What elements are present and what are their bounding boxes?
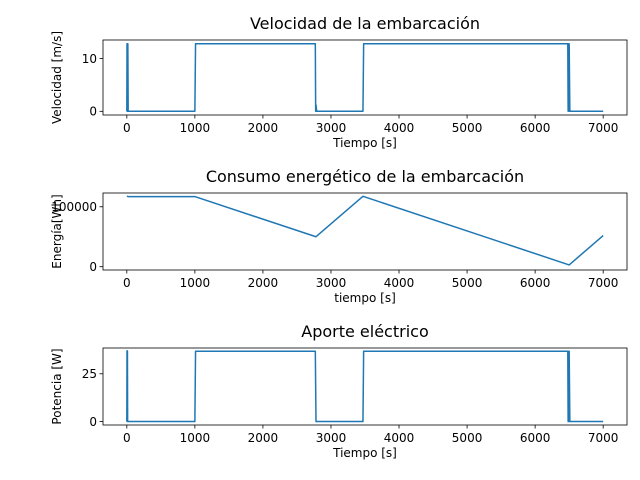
x-tick-label: 7000 bbox=[588, 431, 619, 445]
x-tick-label: 7000 bbox=[588, 121, 619, 135]
x-tick-label: 5000 bbox=[452, 431, 483, 445]
axes-frame bbox=[102, 192, 628, 271]
y-tick-label: 25 bbox=[82, 367, 97, 381]
y-axis-label: Potencia [W] bbox=[50, 348, 64, 424]
y-tick-label: 100000 bbox=[51, 200, 97, 214]
chart-title: Velocidad de la embarcación bbox=[250, 14, 480, 33]
x-tick-label: 4000 bbox=[384, 431, 415, 445]
x-tick-label: 4000 bbox=[384, 276, 415, 290]
chart-title: Aporte eléctrico bbox=[301, 322, 428, 341]
x-axis-label: Tiempo [s] bbox=[332, 136, 397, 150]
x-tick-label: 5000 bbox=[452, 121, 483, 135]
x-tick-label: 0 bbox=[123, 276, 131, 290]
x-axis-label: Tiempo [s] bbox=[332, 446, 397, 460]
x-tick-label: 2000 bbox=[248, 431, 279, 445]
axes-frame bbox=[102, 39, 628, 116]
x-tick-label: 6000 bbox=[520, 121, 551, 135]
subplot-1: 0 1000 2000 3000 4000 5000 6000 7000 0 10 Velocida… bbox=[50, 14, 628, 150]
x-tick-label: 1000 bbox=[180, 431, 211, 445]
x-tick-label: 0 bbox=[123, 431, 131, 445]
y-tick-label: 0 bbox=[89, 415, 97, 429]
subplot-2: 0 1000 2000 3000 4000 5000 6000 7000 0 100000 Cons… bbox=[50, 167, 628, 305]
subplot-3: 0 1000 2000 3000 4000 5000 6000 7000 0 25 Aporte e… bbox=[50, 322, 628, 460]
x-tick-label: 6000 bbox=[520, 431, 551, 445]
y-axis-label: Velocidad [m/s] bbox=[50, 31, 64, 124]
y-tick-label: 10 bbox=[82, 52, 97, 66]
y-tick-label: 0 bbox=[89, 260, 97, 274]
x-tick-label: 1000 bbox=[180, 276, 211, 290]
series-line-1 bbox=[126, 195, 604, 266]
series-line-1 bbox=[126, 350, 604, 423]
x-tick-label: 2000 bbox=[248, 276, 279, 290]
x-tick-label: 5000 bbox=[452, 276, 483, 290]
x-tick-label: 4000 bbox=[384, 121, 415, 135]
y-axis-label: Energía[Wh] bbox=[50, 194, 64, 268]
axes-frame bbox=[102, 347, 628, 426]
x-tick-label: 3000 bbox=[316, 276, 347, 290]
y-tick-label: 0 bbox=[89, 105, 97, 119]
chart-title: Consumo energético de la embarcación bbox=[206, 167, 524, 186]
series-line-1 bbox=[126, 42, 604, 113]
x-axis-label: tiempo [s] bbox=[334, 291, 396, 305]
x-tick-label: 2000 bbox=[248, 121, 279, 135]
x-tick-label: 3000 bbox=[316, 431, 347, 445]
x-tick-label: 1000 bbox=[180, 121, 211, 135]
x-tick-label: 6000 bbox=[520, 276, 551, 290]
x-tick-label: 7000 bbox=[588, 276, 619, 290]
x-tick-label: 3000 bbox=[316, 121, 347, 135]
x-tick-label: 0 bbox=[123, 121, 131, 135]
